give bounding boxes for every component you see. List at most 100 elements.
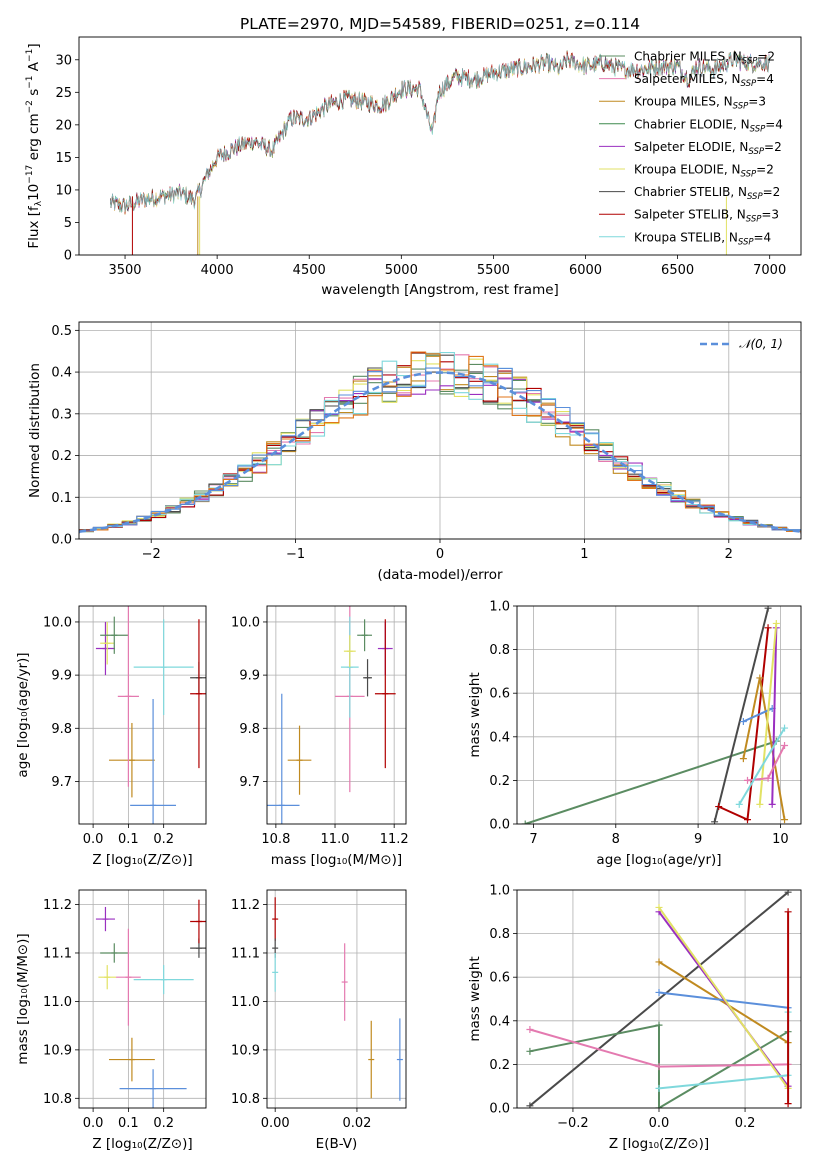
y-tick-label: 0.2: [489, 774, 510, 789]
x-axis-label: age [log₁₀(age/yr)]: [596, 852, 721, 868]
y-axis-label: Flux [fλ10−17 erg cm−2 s−1 A−1]: [25, 43, 44, 248]
y-axis-label: mass weight: [467, 956, 483, 1041]
y-tick-label: 0.4: [489, 730, 510, 745]
y-tick-label: 5: [64, 216, 72, 231]
error-point: [116, 928, 141, 1026]
x-tick-label: 0.2: [153, 832, 174, 847]
y-tick-label: 0.4: [51, 366, 72, 381]
weight-marker: [756, 800, 764, 808]
error-point: [287, 725, 312, 795]
plot-area: [95, 606, 206, 824]
weight-marker: [655, 1063, 663, 1071]
y-tick-label: 0.0: [489, 1102, 510, 1117]
y-tick-label: 0.2: [489, 1058, 510, 1073]
x-tick-label: 10: [772, 832, 789, 847]
error-point: [343, 635, 356, 668]
x-tick-label: −2: [142, 547, 161, 562]
error-point: [100, 616, 129, 654]
axes-frame: [516, 605, 802, 825]
weight-line: [658, 1012, 790, 1090]
weight-marker: [655, 1021, 663, 1029]
y-tick-label: 10.9: [43, 1043, 72, 1058]
legend-entry: Kroupa ELODIE, NSSP=2: [634, 163, 774, 180]
axes-frame: [78, 889, 207, 1109]
y-tick-label: 15: [55, 151, 72, 166]
y-tick-label: 10: [55, 183, 72, 198]
panel-mass_vs_ebv: 0.00 0.02 10.8 10.9 11.0 11.1 11.2 E(B-V): [231, 889, 407, 1152]
y-tick-label: 10.0: [43, 615, 72, 630]
weight-marker: [655, 903, 663, 911]
x-tick-label: 0.0: [83, 832, 104, 847]
weight-line: [658, 906, 789, 1089]
weight-marker: [715, 803, 723, 811]
x-axis-label: Z [log₁₀(Z/Z⊙)]: [92, 852, 192, 868]
weight-marker: [739, 718, 747, 726]
legend: Chabrier MILES, NSSP=2 Salpeter MILES, NS…: [599, 50, 783, 247]
error-point: [95, 621, 115, 676]
y-tick-label: 0.0: [51, 533, 72, 548]
error-point: [100, 621, 115, 665]
y-tick-label: 25: [55, 86, 72, 101]
y-tick-label: 0.8: [489, 927, 510, 942]
x-tick-label: 0.1: [118, 832, 139, 847]
axes-frame: [266, 889, 407, 1109]
x-tick-label: −1: [286, 547, 305, 562]
legend-entry: Salpeter MILES, NSSP=4: [634, 72, 774, 89]
x-axis-label: (data-model)/error: [377, 567, 503, 583]
panel-spectrum: 3500 4000 4500 5000 5500 6000 6500 7000 0 5 10 15 20…: [25, 36, 802, 298]
y-tick-label: 0.5: [51, 324, 72, 339]
x-tick-label: 0.2: [735, 1116, 756, 1131]
plot-area: [526, 890, 792, 1108]
weight-marker: [526, 1047, 534, 1055]
x-axis-label: mass [log₁₀(M/M⊙)]: [271, 852, 402, 868]
weight-marker: [735, 800, 743, 808]
y-tick-label: 0.4: [489, 1014, 510, 1029]
weight-marker: [739, 755, 747, 763]
plot-area: [79, 351, 801, 534]
x-tick-label: 9: [694, 832, 702, 847]
error-point: [95, 906, 115, 932]
x-tick-label: 0: [436, 547, 444, 562]
plot-area: [110, 49, 770, 255]
y-tick-label: 9.7: [239, 775, 260, 790]
y-tick-label: 10.0: [231, 615, 260, 630]
error-point: [117, 606, 139, 787]
panel-weight_vs_Z: −0.2 0.0 0.2 0.0 0.2 0.4 0.6 0.8 1.0 Z [log₁₀(Z/Z…: [467, 884, 802, 1152]
x-tick-label: 11.2: [380, 832, 409, 847]
x-tick-label: 5500: [477, 263, 510, 278]
weight-marker: [781, 724, 789, 732]
weight-marker: [784, 908, 792, 916]
panels-container: 3500 4000 4500 5000 5500 6000 6500 700005101520…: [15, 36, 802, 1152]
y-tick-label: 0: [64, 249, 72, 264]
weight-marker: [655, 1084, 663, 1092]
error-point: [357, 619, 372, 652]
error-point: [190, 619, 206, 769]
error-point: [341, 943, 348, 1021]
error-point: [396, 1018, 403, 1101]
x-tick-label: 11.0: [321, 832, 350, 847]
x-tick-label: 7000: [753, 263, 786, 278]
legend-entry: Salpeter ELODIE, NSSP=2: [634, 140, 782, 157]
axes-frame: [516, 889, 802, 1109]
y-axis-label: mass weight: [467, 672, 483, 757]
y-tick-label: 11.2: [231, 898, 260, 913]
x-tick-label: 6000: [569, 263, 602, 278]
y-tick-label: 9.8: [239, 722, 260, 737]
error-point: [272, 897, 279, 941]
x-tick-label: 10.8: [261, 832, 290, 847]
error-point: [374, 619, 396, 769]
weight-line: [658, 961, 789, 1044]
weight-marker: [521, 820, 529, 824]
x-tick-label: 0.0: [649, 1116, 670, 1131]
weight-line: [771, 627, 778, 805]
y-axis-label: mass [log₁₀(M/M⊙)]: [15, 933, 31, 1064]
x-tick-label: −0.2: [557, 1116, 589, 1131]
weight-marker: [784, 890, 792, 896]
x-tick-label: 0.1: [118, 1116, 139, 1131]
y-tick-label: 0.3: [51, 407, 72, 422]
error-point: [133, 965, 194, 995]
weight-marker: [711, 818, 719, 824]
x-tick-label: 0.0: [83, 1116, 104, 1131]
weight-marker: [655, 1104, 663, 1108]
